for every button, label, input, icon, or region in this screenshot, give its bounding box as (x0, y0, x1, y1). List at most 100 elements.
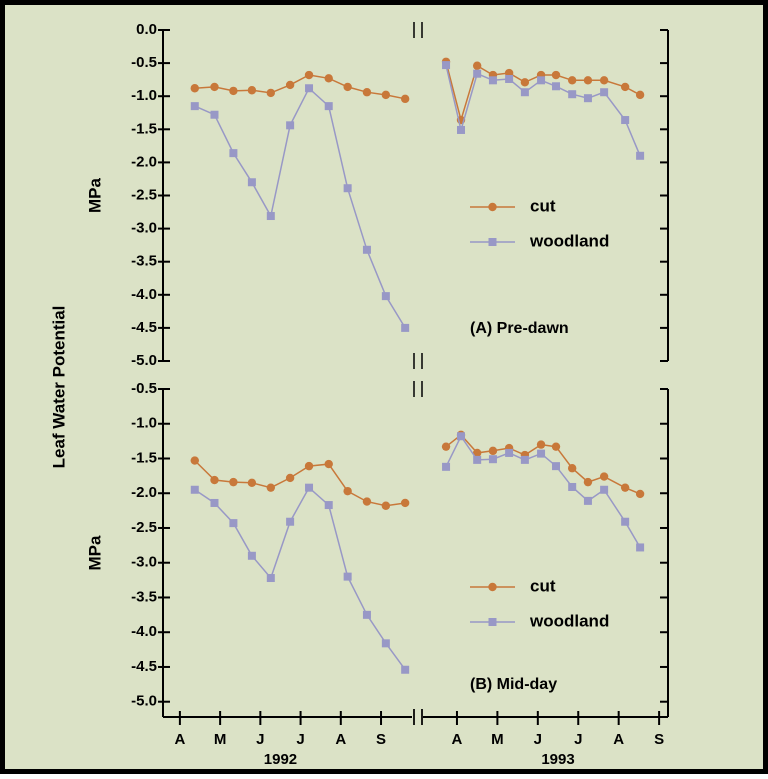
data-point (636, 151, 645, 160)
data-point (381, 501, 391, 510)
data-point (343, 184, 352, 193)
data-point (304, 461, 314, 471)
axis-unit: MPa (85, 535, 104, 571)
data-point (362, 245, 371, 254)
y-axis-label: Leaf Water Potential (49, 306, 68, 469)
y-tick-label: -4.0 (131, 286, 157, 303)
data-point (343, 572, 352, 581)
data-point (400, 498, 410, 508)
data-point (210, 475, 219, 485)
legend-marker (488, 618, 497, 626)
data-point (229, 149, 238, 158)
axis-unit: MPa (85, 177, 104, 213)
y-tick-label: -2.0 (131, 153, 157, 170)
data-point (442, 61, 451, 70)
y-tick-label: -4.0 (131, 623, 157, 640)
x-tick-label: M (214, 731, 227, 748)
data-point (190, 456, 199, 465)
data-point (635, 90, 645, 100)
data-point (537, 76, 546, 85)
data-point (210, 82, 219, 92)
x-tick-label: A (452, 731, 463, 748)
x-tick-label: S (654, 731, 664, 748)
data-point (620, 483, 630, 492)
y-tick-label: -3.5 (131, 588, 157, 605)
data-point (304, 70, 314, 80)
data-point (266, 483, 276, 492)
data-point (599, 76, 609, 85)
data-point (520, 455, 529, 464)
data-point (536, 440, 546, 449)
data-point (381, 90, 391, 100)
data-point (636, 543, 645, 552)
data-point (457, 432, 466, 441)
data-point (551, 442, 561, 451)
data-point (600, 88, 609, 97)
data-point (229, 477, 238, 487)
year-label: 1993 (541, 751, 574, 768)
data-point (229, 86, 238, 96)
data-point (210, 498, 219, 507)
data-point (457, 125, 466, 134)
y-tick-label: -0.5 (131, 380, 157, 397)
data-point (286, 121, 295, 130)
data-point (190, 102, 199, 111)
data-point (567, 464, 577, 473)
y-tick-label: -1.5 (131, 449, 157, 466)
y-tick-label: -1.0 (131, 87, 157, 104)
data-point (343, 486, 352, 496)
y-tick-label: -3.0 (131, 220, 157, 237)
legend-marker (488, 238, 497, 246)
x-tick-label: M (491, 731, 504, 748)
panel-title: (B) Mid-day (470, 676, 557, 693)
data-point (472, 448, 482, 458)
data-point (362, 610, 371, 619)
y-tick-label: -0.5 (131, 54, 157, 71)
data-point (551, 70, 561, 80)
legend-label: woodland (529, 231, 609, 250)
y-tick-label: -2.0 (131, 484, 157, 501)
data-point (266, 88, 276, 98)
legend-marker (488, 202, 497, 212)
x-tick-label: A (335, 731, 346, 748)
data-point (247, 86, 257, 95)
data-point (305, 483, 314, 492)
data-point (567, 76, 577, 85)
data-point (473, 455, 482, 464)
data-point (266, 574, 275, 583)
data-point (520, 78, 530, 87)
data-point (505, 74, 514, 83)
data-point (324, 74, 333, 83)
x-tick-label: J (296, 731, 304, 748)
y-tick-label: -4.5 (131, 658, 157, 675)
data-point (599, 472, 609, 481)
y-tick-label: -3.0 (131, 554, 157, 571)
data-point (324, 459, 333, 469)
legend-label: cut (530, 196, 556, 215)
data-point (505, 448, 514, 457)
data-point (441, 442, 451, 451)
data-point (247, 178, 256, 187)
data-point (285, 80, 295, 90)
data-point (552, 82, 561, 91)
data-point (552, 462, 561, 471)
data-point (568, 90, 577, 99)
y-tick-label: -4.5 (131, 319, 157, 336)
data-point (343, 82, 352, 92)
data-point (400, 94, 410, 104)
data-point (401, 323, 410, 332)
data-point (621, 116, 630, 125)
data-point (583, 76, 593, 85)
x-tick-label: A (174, 731, 185, 748)
data-point (520, 88, 529, 97)
x-tick-label: S (376, 731, 386, 748)
y-tick-label: -3.5 (131, 253, 157, 270)
legend-label: cut (530, 576, 556, 595)
data-point (229, 519, 238, 528)
data-point (210, 110, 219, 119)
panel-title: (A) Pre-dawn (470, 320, 569, 337)
data-point (247, 551, 256, 560)
legend-label: woodland (529, 611, 609, 630)
data-point (266, 212, 275, 221)
